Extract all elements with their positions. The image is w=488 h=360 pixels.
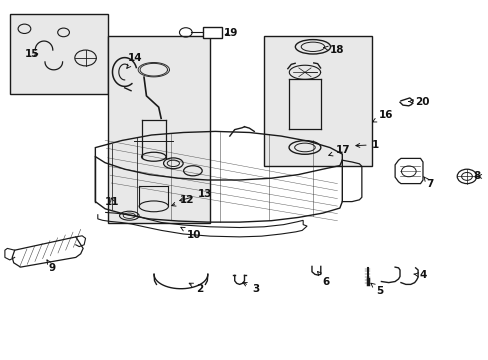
Text: 13: 13 [179,189,212,202]
Bar [107,36,210,223]
Text: 1: 1 [355,140,378,150]
Text: 17: 17 [328,145,349,156]
Text: 2: 2 [189,283,203,294]
Bar [203,27,221,38]
Text: 18: 18 [323,45,344,55]
Text: 7: 7 [423,176,433,189]
Bar [264,36,371,166]
Text: 19: 19 [224,28,238,38]
Text: 20: 20 [408,96,428,107]
Text: 10: 10 [181,227,201,240]
Text: 11: 11 [105,197,120,207]
Text: 8: 8 [472,171,481,181]
Text: 15: 15 [24,49,39,59]
Text: 5: 5 [370,283,383,296]
Text: 9: 9 [47,260,56,273]
Bar [10,14,107,94]
Text: 14: 14 [126,53,142,68]
Text: 3: 3 [243,283,259,294]
Text: 16: 16 [372,110,393,122]
Text: 6: 6 [317,271,329,287]
Text: 4: 4 [413,270,426,280]
Text: 12: 12 [171,195,194,206]
